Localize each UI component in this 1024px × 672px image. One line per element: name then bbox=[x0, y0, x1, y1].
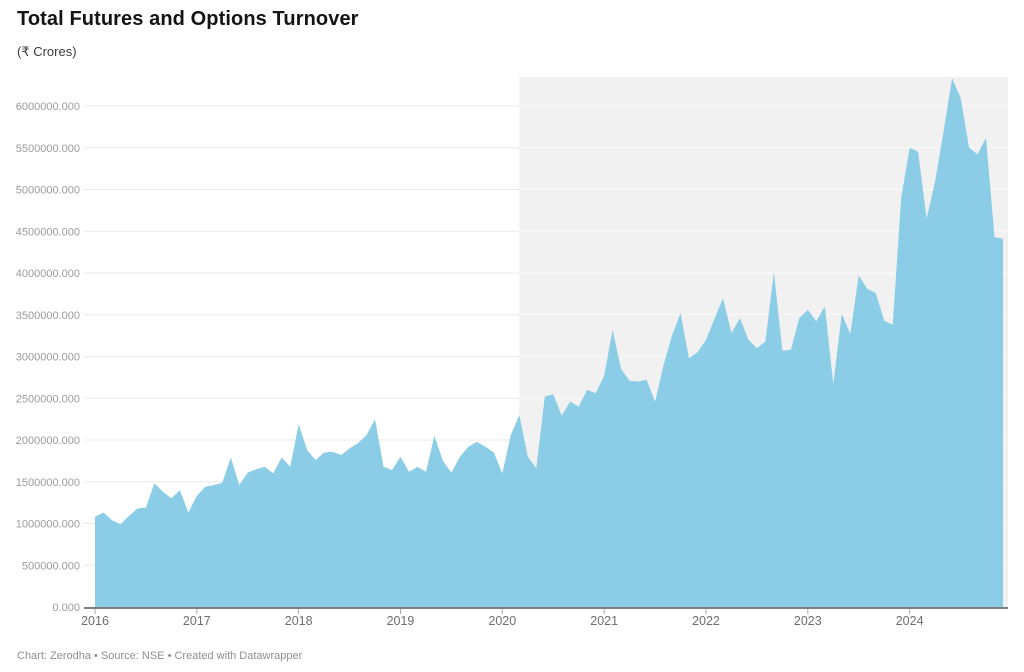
chart-attribution: Chart: Zerodha • Source: NSE • Created w… bbox=[17, 650, 303, 662]
x-tick-label: 2024 bbox=[896, 614, 924, 628]
y-tick-label: 3500000.000 bbox=[16, 310, 80, 322]
y-tick-label: 5500000.000 bbox=[16, 143, 80, 155]
chart-title: Total Futures and Options Turnover bbox=[17, 8, 359, 30]
y-tick-label: 3000000.000 bbox=[16, 352, 80, 364]
x-tick-label: 2016 bbox=[81, 614, 109, 628]
y-tick-label: 4000000.000 bbox=[16, 268, 80, 280]
x-tick-label: 2023 bbox=[794, 614, 822, 628]
y-tick-label: 6000000.000 bbox=[16, 101, 80, 113]
y-tick-label: 1500000.000 bbox=[16, 477, 80, 489]
y-tick-label: 2000000.000 bbox=[16, 435, 80, 447]
y-tick-label: 5000000.000 bbox=[16, 185, 80, 197]
turnover-area-series[interactable] bbox=[95, 78, 1003, 607]
x-tick-label: 2019 bbox=[387, 614, 415, 628]
x-tick-label: 2022 bbox=[692, 614, 720, 628]
y-tick-label: 0.000 bbox=[52, 602, 80, 614]
y-tick-label: 2500000.000 bbox=[16, 393, 80, 405]
y-tick-label: 1000000.000 bbox=[16, 519, 80, 531]
x-tick-label: 2020 bbox=[488, 614, 516, 628]
y-tick-label: 4500000.000 bbox=[16, 226, 80, 238]
chart-subtitle: (₹ Crores) bbox=[17, 44, 77, 59]
x-tick-label: 2021 bbox=[590, 614, 618, 628]
x-tick-label: 2018 bbox=[285, 614, 313, 628]
y-tick-label: 500000.000 bbox=[22, 560, 80, 572]
x-tick-label: 2017 bbox=[183, 614, 211, 628]
